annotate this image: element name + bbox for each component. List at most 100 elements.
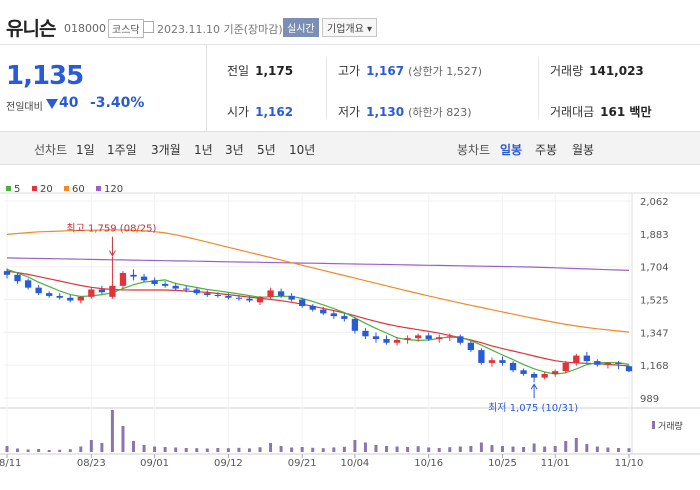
- low-annotation: 최저 1,075 (10/31): [488, 402, 578, 414]
- volume-bar: [374, 445, 378, 452]
- candle-body: [161, 283, 169, 286]
- volume-bar: [58, 449, 62, 452]
- legend-swatch-ma20: [32, 186, 37, 191]
- candle-body: [288, 295, 295, 300]
- realtime-button[interactable]: 실시간: [283, 18, 319, 37]
- volume-bar: [89, 440, 93, 452]
- candle-body: [509, 362, 517, 371]
- period-10y[interactable]: 10년: [289, 143, 316, 157]
- candle-body: [320, 309, 327, 314]
- volume-bar: [532, 443, 536, 452]
- candle-body: [351, 318, 359, 331]
- volume-bar: [385, 446, 389, 452]
- stock-chart[interactable]: 5 20 60 120 2,062 1,883 1,704 1,525 1,347 1,168 9…: [0, 165, 700, 490]
- candle-body: [393, 339, 401, 343]
- candle-body: [67, 297, 74, 301]
- legend-label-ma5: 5: [14, 184, 20, 195]
- volume-bar: [226, 448, 230, 452]
- chart-toolbar: 선차트 1일 1주일 3개월 1년 3년 5년 10년 봉차트 일봉 주봉 월봉: [0, 132, 700, 165]
- stock-code: 018000: [64, 22, 106, 35]
- volume-bar: [585, 444, 589, 452]
- y-tick-label: 1,347: [640, 328, 669, 339]
- volume-bars: 거래량: [5, 410, 683, 452]
- date-basis: 2023.11.10 기준(장마감): [157, 23, 283, 36]
- candle-body: [98, 289, 106, 293]
- candle-monthly[interactable]: 월봉: [572, 143, 595, 157]
- candle-body: [14, 274, 21, 282]
- volume-bar: [290, 447, 294, 452]
- candle-body: [183, 288, 190, 290]
- candle-body: [140, 276, 148, 281]
- period-1w[interactable]: 1주일: [107, 143, 137, 157]
- period-3y[interactable]: 3년: [225, 143, 244, 157]
- candle-body: [499, 360, 506, 363]
- candle-body: [130, 274, 137, 277]
- candle-chart-tab[interactable]: 봉차트: [457, 143, 491, 157]
- candle-body: [436, 337, 443, 340]
- volume-bar: [121, 426, 125, 452]
- candle-body: [267, 290, 274, 297]
- company-overview-button[interactable]: 기업개요 ▾: [322, 18, 377, 37]
- legend-swatch-ma60: [64, 186, 69, 191]
- volume-bar: [16, 448, 20, 452]
- volume-bar: [574, 438, 578, 452]
- candle-body: [88, 289, 95, 297]
- candle-body: [119, 272, 127, 286]
- volume-bar: [490, 445, 494, 452]
- change-amount: 40: [59, 95, 79, 111]
- candle-body: [77, 296, 84, 301]
- volume-bar: [110, 410, 114, 452]
- line-chart-tab[interactable]: 선차트: [34, 143, 68, 157]
- volume-bar: [174, 447, 178, 452]
- candle-body: [425, 335, 432, 340]
- candle-body: [446, 336, 453, 338]
- x-tick-label: 09/21: [288, 458, 317, 469]
- candle-body: [583, 355, 590, 362]
- volume-bar: [184, 448, 188, 452]
- down-arrow-icon: [46, 99, 58, 109]
- stat-low: 저가 1,130 (하한가 823): [338, 105, 472, 119]
- period-1y[interactable]: 1년: [194, 143, 213, 157]
- candle-body: [341, 316, 348, 319]
- volume-bar: [416, 446, 420, 452]
- candle-body: [530, 373, 538, 378]
- volume-bar: [258, 447, 262, 452]
- volume-bar: [153, 446, 157, 452]
- candle-daily[interactable]: 일봉: [500, 143, 523, 157]
- calendar-icon: [143, 21, 154, 33]
- stat-open: 시가 1,162: [227, 105, 294, 119]
- candle-body: [457, 336, 464, 343]
- volume-bar: [500, 446, 504, 452]
- y-tick-label: 989: [640, 394, 659, 405]
- candle-body: [235, 297, 243, 299]
- volume-bar: [437, 448, 441, 452]
- candle-body: [24, 280, 32, 288]
- volume-bar: [395, 446, 399, 452]
- candle-body: [520, 370, 527, 374]
- candle-body: [467, 342, 475, 351]
- volume-bar: [458, 446, 462, 452]
- volume-bar: [269, 443, 273, 452]
- change-percent: -3.40%: [90, 95, 145, 111]
- candlesticks: [3, 256, 633, 383]
- period-1d[interactable]: 1일: [76, 143, 95, 157]
- candle-body: [151, 280, 158, 284]
- chart-annotations: 최고 1,759 (08/25) 최저 1,075 (10/31): [66, 223, 578, 415]
- volume-bar: [5, 446, 9, 452]
- candle-weekly[interactable]: 주봉: [535, 143, 558, 157]
- candle-body: [615, 362, 622, 364]
- candle-body: [109, 285, 116, 297]
- period-5y[interactable]: 5년: [257, 143, 276, 157]
- x-tick-label: 10/04: [340, 458, 369, 469]
- candle-body: [35, 287, 42, 294]
- x-tick-label: 11/10: [615, 458, 644, 469]
- y-tick-label: 2,062: [640, 197, 669, 208]
- legend-swatch-ma5: [6, 186, 11, 191]
- candle-body: [541, 373, 548, 378]
- stat-amount: 거래대금 161 백만: [550, 105, 652, 119]
- period-3m[interactable]: 3개월: [151, 143, 181, 157]
- volume-bar: [406, 447, 410, 452]
- candle-body: [404, 338, 411, 340]
- candle-body: [225, 295, 232, 298]
- candle-body: [46, 293, 53, 296]
